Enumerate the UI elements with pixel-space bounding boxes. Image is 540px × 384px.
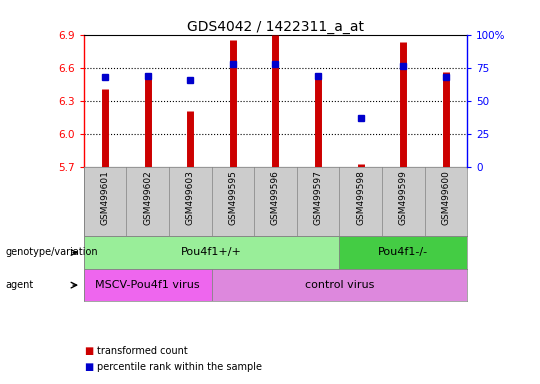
Text: GSM499597: GSM499597	[314, 170, 322, 225]
Title: GDS4042 / 1422311_a_at: GDS4042 / 1422311_a_at	[187, 20, 364, 33]
Bar	[84, 269, 212, 301]
Text: ■: ■	[84, 346, 93, 356]
Text: GSM499596: GSM499596	[271, 170, 280, 225]
Text: GSM499600: GSM499600	[441, 170, 450, 225]
Text: GSM499595: GSM499595	[228, 170, 237, 225]
Bar	[212, 269, 467, 301]
Text: MSCV-Pou4f1 virus: MSCV-Pou4f1 virus	[95, 280, 200, 290]
Text: GSM499602: GSM499602	[143, 170, 152, 225]
Text: Pou4f1+/+: Pou4f1+/+	[181, 247, 242, 258]
Bar	[339, 236, 467, 269]
Text: Pou4f1-/-: Pou4f1-/-	[378, 247, 428, 258]
Text: GSM499599: GSM499599	[399, 170, 408, 225]
Text: ■: ■	[84, 362, 93, 372]
Bar	[84, 236, 339, 269]
Text: control virus: control virus	[305, 280, 374, 290]
Text: agent: agent	[5, 280, 33, 290]
Text: genotype/variation: genotype/variation	[5, 247, 98, 258]
Text: GSM499601: GSM499601	[100, 170, 110, 225]
Text: transformed count: transformed count	[97, 346, 188, 356]
Text: percentile rank within the sample: percentile rank within the sample	[97, 362, 262, 372]
Text: GSM499598: GSM499598	[356, 170, 365, 225]
Text: GSM499603: GSM499603	[186, 170, 195, 225]
